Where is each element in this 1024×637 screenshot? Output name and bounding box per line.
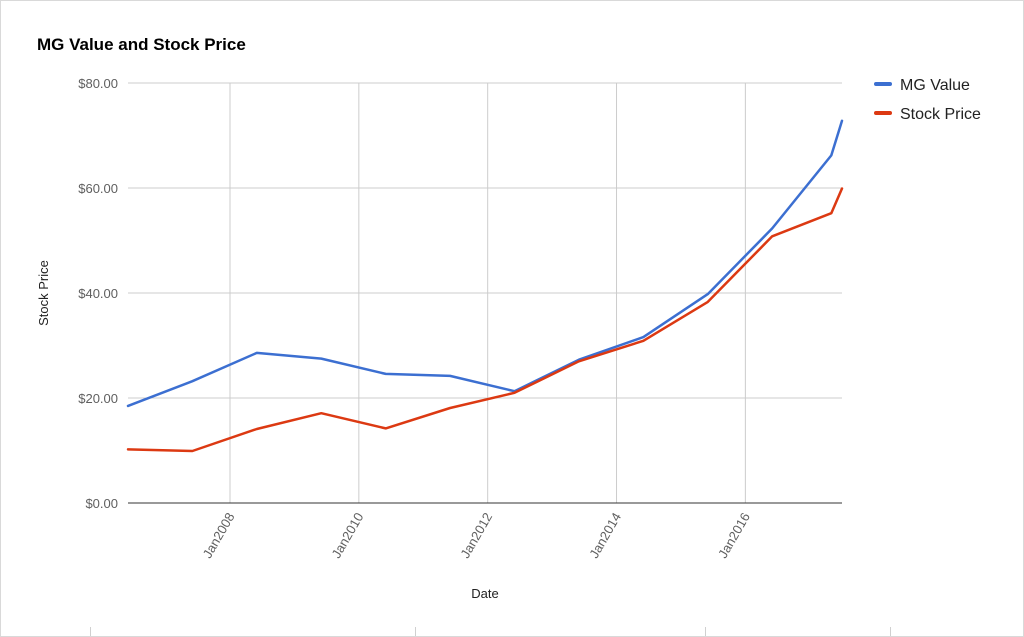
y-tick-label: $20.00 [78, 391, 118, 406]
legend: MG Value Stock Price [874, 77, 981, 123]
frame-tick-mark [890, 627, 891, 636]
gridlines [128, 82, 842, 503]
y-tick-label: $40.00 [78, 286, 118, 301]
frame-tick-mark [90, 627, 91, 636]
y-axis-ticks: $0.00 $20.00 $40.00 $60.00 $80.00 [78, 76, 118, 511]
x-tick-label: Jan2008 [200, 510, 238, 561]
y-tick-label: $60.00 [78, 181, 118, 196]
y-tick-label: $80.00 [78, 76, 118, 91]
series-line-mg-value [126, 119, 844, 408]
x-axis-ticks: Jan2008 Jan2010 Jan2012 Jan2014 Jan2016 [200, 510, 753, 561]
frame-tick-mark [415, 627, 416, 636]
y-axis-label: Stock Price [36, 260, 51, 326]
x-tick-label: Jan2016 [715, 510, 753, 561]
x-tick-label: Jan2012 [457, 510, 495, 561]
frame-tick-mark [705, 627, 706, 636]
x-tick-label: Jan2010 [329, 510, 367, 561]
series-lines [126, 119, 844, 453]
legend-label: Stock Price [900, 106, 981, 123]
x-axis-label: Date [471, 586, 498, 601]
y-tick-label: $0.00 [85, 496, 118, 511]
legend-label: MG Value [900, 77, 970, 94]
x-tick-label: Jan2014 [586, 510, 624, 561]
chart-title: MG Value and Stock Price [37, 35, 246, 54]
series-line-stock-price [126, 187, 844, 453]
